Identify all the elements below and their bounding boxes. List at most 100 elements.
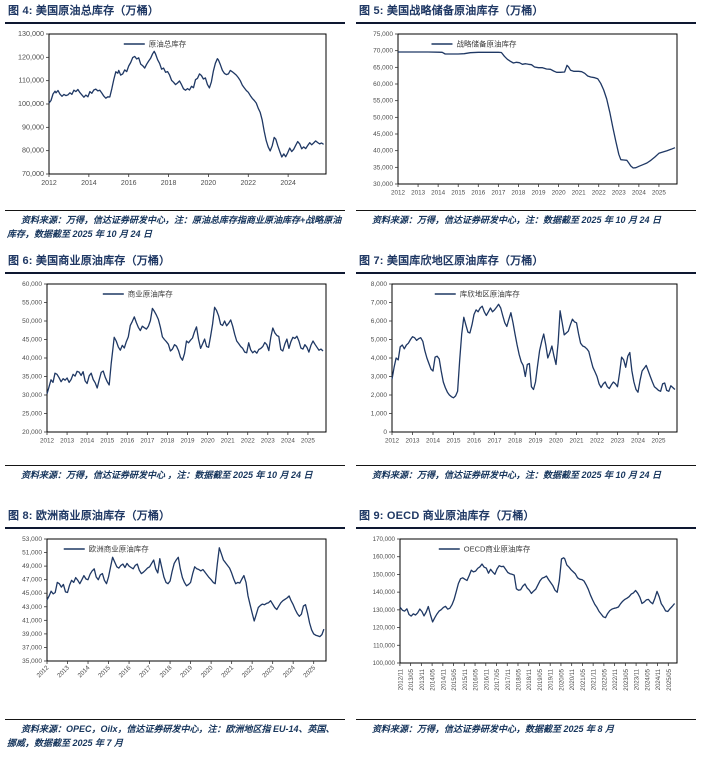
svg-text:2025: 2025: [302, 664, 317, 679]
svg-text:2018/05: 2018/05: [516, 668, 522, 690]
figure-block-9: 图 9: OECD 商业原油库存（万桶） 100,000 110,000 120,0…: [351, 505, 702, 759]
svg-text:80,000: 80,000: [22, 145, 44, 154]
svg-text:2013: 2013: [411, 189, 426, 196]
svg-text:110,000: 110,000: [19, 75, 44, 84]
svg-text:2018: 2018: [161, 180, 177, 187]
source-note: 资料来源：万得，信达证券研发中心，注：原油总库存指商业原油库存+战略原油库存，数…: [5, 210, 345, 250]
svg-text:5,000: 5,000: [371, 336, 388, 343]
svg-text:2018/11: 2018/11: [527, 668, 533, 690]
y-axis: 35,000 37,000 39,000 41,000 43,000 45,000 47,0…: [22, 536, 47, 665]
line-chart-us-total-crude: 70,000 80,000 90,000 100,000 110,000 120,000 1…: [18, 29, 327, 187]
svg-text:1,000: 1,000: [371, 410, 388, 417]
svg-text:35,000: 35,000: [22, 658, 42, 665]
svg-text:2019: 2019: [179, 664, 194, 679]
svg-text:2014/05: 2014/05: [431, 668, 437, 690]
svg-text:2016: 2016: [120, 437, 135, 444]
chart-container: 100,000 110,000 120,000 130,000 140,000 150,0…: [356, 534, 696, 714]
svg-text:2018: 2018: [508, 437, 523, 444]
svg-text:2023: 2023: [612, 189, 627, 196]
svg-text:2025: 2025: [301, 437, 316, 444]
svg-text:2016/11: 2016/11: [484, 668, 490, 690]
svg-text:2014: 2014: [426, 437, 441, 444]
series-line: [46, 306, 324, 394]
line-chart-us-spr-crude: 30,000 35,000 40,000 45,000 50,000 55,000 60,0…: [373, 31, 678, 196]
svg-text:2017: 2017: [140, 437, 155, 444]
x-axis: 2012 2013 2014 2015 2016 2017 2018 2019 2020 2021…: [36, 660, 317, 679]
svg-text:40,000: 40,000: [373, 147, 393, 154]
svg-text:0: 0: [383, 429, 387, 436]
line-chart-us-commercial-crude: 20,000 25,000 30,000 35,000 40,000 45,000 50,0…: [22, 281, 327, 444]
svg-text:2015/05: 2015/05: [452, 668, 458, 690]
svg-text:2020/11: 2020/11: [570, 668, 576, 690]
legend: 库欣地区原油库存: [434, 288, 520, 298]
y-axis: 30,000 35,000 40,000 45,000 50,000 55,000 60,0…: [373, 31, 398, 188]
svg-text:2025/05: 2025/05: [667, 668, 673, 690]
svg-text:130,000: 130,000: [18, 29, 44, 38]
svg-text:2022: 2022: [592, 189, 607, 196]
svg-text:8,000: 8,000: [371, 281, 388, 288]
svg-text:2023: 2023: [611, 437, 626, 444]
svg-text:欧洲商业原油库存: 欧洲商业原油库存: [89, 543, 149, 553]
svg-text:2013/11: 2013/11: [420, 668, 426, 690]
svg-text:2024: 2024: [280, 180, 296, 187]
y-axis: 0 1,000 2,000 3,000 4,000 5,000 6,000 7,000 8,00…: [371, 281, 392, 436]
svg-text:2015/11: 2015/11: [463, 668, 469, 690]
svg-text:2016: 2016: [118, 664, 133, 679]
svg-text:2017/05: 2017/05: [495, 668, 501, 690]
series-line: [48, 50, 324, 158]
svg-text:51,000: 51,000: [22, 549, 42, 556]
svg-text:2024: 2024: [281, 437, 296, 444]
svg-text:53,000: 53,000: [22, 536, 42, 543]
svg-text:2018: 2018: [159, 664, 174, 679]
svg-text:2017: 2017: [138, 664, 153, 679]
svg-text:2022: 2022: [241, 437, 256, 444]
svg-text:65,000: 65,000: [373, 64, 393, 71]
source-note: 资料来源：万得，信达证券研发中心，数据截至 2025 年 8 月: [356, 719, 696, 759]
svg-text:2014: 2014: [77, 664, 92, 679]
svg-text:45,000: 45,000: [373, 131, 393, 138]
svg-text:2014: 2014: [81, 180, 97, 187]
chart-container: 70,000 80,000 90,000 100,000 110,000 120,000 1…: [5, 29, 345, 197]
svg-text:2021/05: 2021/05: [581, 668, 587, 690]
svg-text:2013: 2013: [60, 437, 75, 444]
svg-text:160,000: 160,000: [373, 553, 396, 560]
series-line: [46, 546, 325, 637]
svg-text:2021: 2021: [570, 437, 585, 444]
svg-text:39,000: 39,000: [22, 631, 42, 638]
svg-text:库欣地区原油库存: 库欣地区原油库存: [460, 288, 520, 298]
figure-block-6: 图 6: 美国商业原油库存（万桶） 20,000 25,000 30,000 35,0…: [0, 250, 351, 505]
svg-text:2020: 2020: [201, 180, 217, 187]
svg-text:140,000: 140,000: [373, 589, 396, 596]
source-note: 资料来源：万得，信达证券研发中心 ，注：数据截至 2025 年 10 月 24 …: [5, 465, 345, 505]
svg-text:2014: 2014: [80, 437, 95, 444]
series-line: [399, 556, 676, 623]
legend: 战略储备原油库存: [431, 38, 517, 48]
svg-text:60,000: 60,000: [22, 281, 42, 288]
x-axis: 2012 2013 2014 2015 2016 2017 2018 2019 2020 2021…: [385, 431, 666, 444]
svg-text:2024/05: 2024/05: [645, 668, 651, 690]
svg-text:2013: 2013: [56, 664, 71, 679]
svg-text:4,000: 4,000: [371, 355, 388, 362]
svg-text:30,000: 30,000: [373, 181, 393, 188]
figure-title: 图 8: 欧洲商业原油库存（万桶）: [5, 510, 345, 529]
svg-text:2014: 2014: [431, 189, 446, 196]
svg-text:50,000: 50,000: [373, 114, 393, 121]
svg-text:OECD商业原油库存: OECD商业原油库存: [464, 543, 531, 553]
svg-text:45,000: 45,000: [22, 336, 42, 343]
source-note: 资料来源：万得，信达证券研发中心，注：数据截至 2025 年 10 月 24 日: [356, 465, 696, 505]
figure-title: 图 6: 美国商业原油库存（万桶）: [5, 255, 345, 274]
svg-text:商业原油库存: 商业原油库存: [128, 288, 173, 298]
svg-text:战略储备原油库存: 战略储备原油库存: [456, 38, 516, 48]
svg-text:40,000: 40,000: [22, 355, 42, 362]
legend: OECD商业原油库存: [438, 543, 531, 553]
svg-text:2012: 2012: [40, 437, 55, 444]
x-axis: 2012 2013 2014 2015 2016 2017 2018 2019 2020 2021…: [40, 431, 316, 444]
svg-text:100,000: 100,000: [373, 660, 396, 667]
svg-text:130,000: 130,000: [373, 607, 396, 614]
svg-text:2012: 2012: [385, 437, 400, 444]
svg-text:2024/11: 2024/11: [656, 668, 662, 690]
svg-text:55,000: 55,000: [22, 299, 42, 306]
figure-title: 图 7: 美国库欣地区原油库存（万桶）: [356, 255, 696, 274]
svg-text:2023/05: 2023/05: [624, 668, 630, 690]
